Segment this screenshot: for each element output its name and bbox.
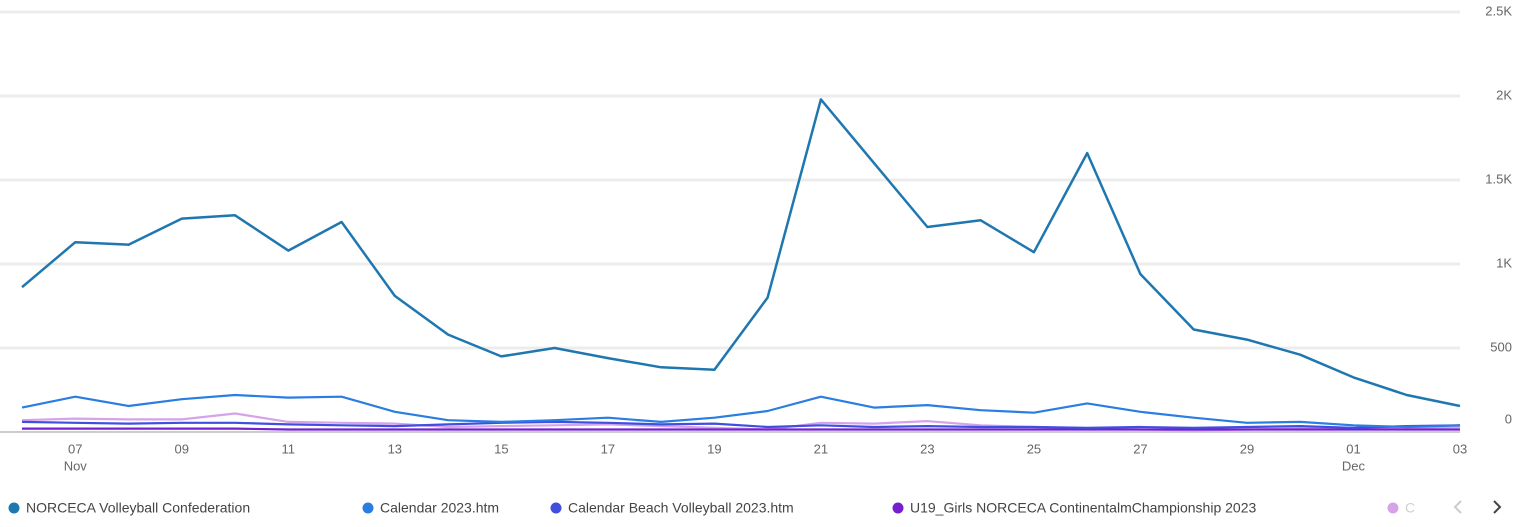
series-line xyxy=(22,427,1460,431)
legend-next-button[interactable] xyxy=(1493,500,1502,514)
legend-prev-button[interactable] xyxy=(1453,500,1462,514)
x-tick-label: 13 xyxy=(388,441,402,456)
x-tick-label: 21 xyxy=(814,441,828,456)
x-tick-label: 17 xyxy=(601,441,615,456)
legend-item[interactable]: C xyxy=(1387,500,1416,516)
y-tick-label: 1K xyxy=(1496,255,1512,270)
legend-swatch xyxy=(1387,502,1399,514)
series-line xyxy=(21,393,1461,429)
legend-text: U19_Girls NORCECA ContinentalmChampionsh… xyxy=(910,500,1256,516)
legend-text: Calendar 2023.htm xyxy=(380,500,499,516)
x-month-label: Nov xyxy=(64,458,88,473)
x-tick-label: 03 xyxy=(1453,441,1467,456)
legend-swatch xyxy=(362,502,374,514)
y-tick-label: 2K xyxy=(1496,87,1512,102)
legend-item[interactable]: Calendar 2023.htm xyxy=(362,500,500,516)
legend-item[interactable]: Calendar Beach Volleyball 2023.htm xyxy=(550,500,794,516)
legend-swatch xyxy=(8,502,20,514)
x-tick-label: 19 xyxy=(707,441,721,456)
legend-text: Calendar Beach Volleyball 2023.htm xyxy=(568,500,794,516)
legend-swatch xyxy=(892,502,904,514)
legend-text: C xyxy=(1405,500,1415,516)
y-tick-label: 0 xyxy=(1505,411,1512,426)
legend-item[interactable]: NORCECA Volleyball Confederation xyxy=(8,500,251,516)
x-tick-label: 23 xyxy=(920,441,934,456)
x-tick-label: 11 xyxy=(282,441,296,456)
x-tick-label: 15 xyxy=(494,441,508,456)
x-month-label: Dec xyxy=(1342,458,1366,473)
legend-swatch xyxy=(550,502,562,514)
x-tick-label: 25 xyxy=(1027,441,1041,456)
x-tick-label: 29 xyxy=(1240,441,1254,456)
legend-text: NORCECA Volleyball Confederation xyxy=(26,500,250,516)
legend-item[interactable]: U19_Girls NORCECA ContinentalmChampionsh… xyxy=(892,500,1257,516)
x-tick-label: 27 xyxy=(1133,441,1147,456)
series-line xyxy=(21,420,1461,429)
x-tick-label: 07 xyxy=(68,441,82,456)
series-line xyxy=(21,98,1461,408)
x-tick-label: 09 xyxy=(175,441,189,456)
x-tick-label: 01 xyxy=(1346,441,1360,456)
y-tick-label: 500 xyxy=(1490,339,1512,354)
y-tick-label: 1.5K xyxy=(1485,171,1512,186)
y-tick-label: 2.5K xyxy=(1485,3,1512,18)
